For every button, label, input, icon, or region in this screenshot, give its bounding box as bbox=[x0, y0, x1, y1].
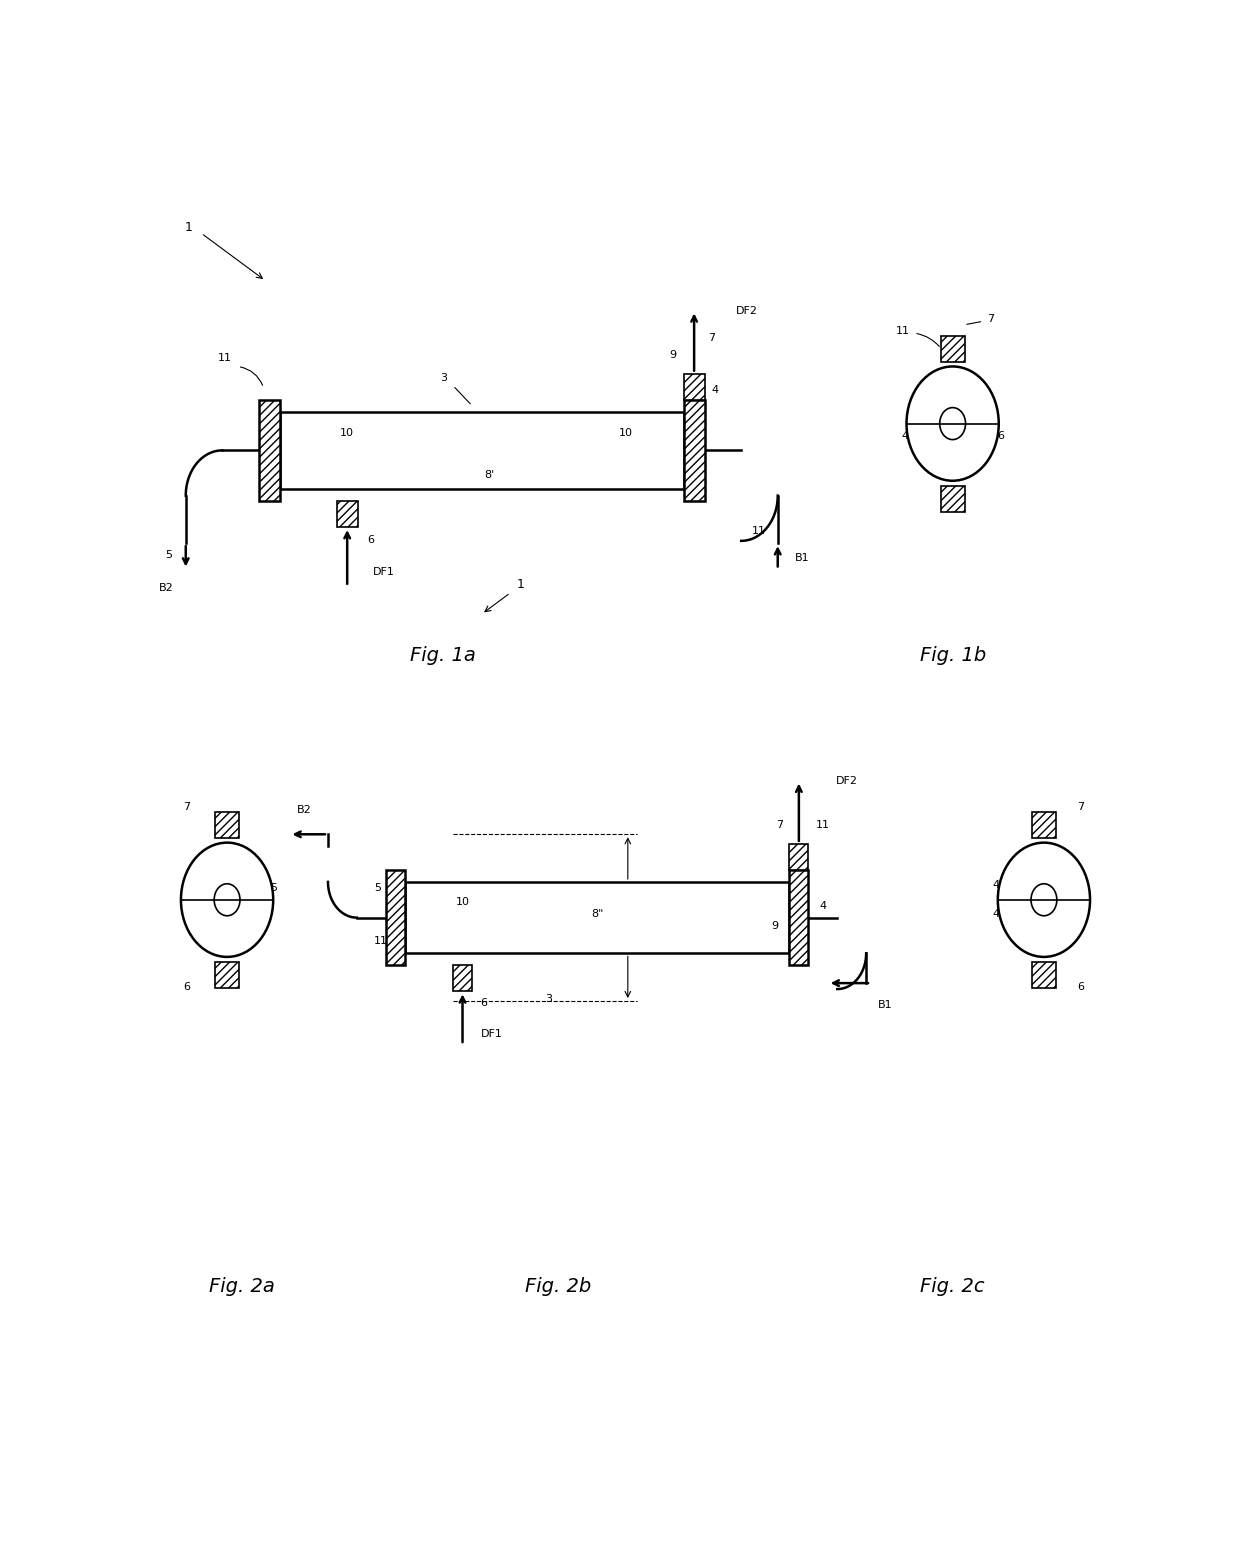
Text: 7: 7 bbox=[1076, 802, 1084, 812]
Bar bbox=[1032, 962, 1056, 988]
Text: Fig. 2c: Fig. 2c bbox=[920, 1277, 985, 1296]
Text: 6: 6 bbox=[368, 535, 374, 546]
Bar bbox=[789, 870, 808, 965]
Bar bbox=[453, 965, 472, 991]
Text: 4: 4 bbox=[992, 909, 999, 918]
Bar bbox=[941, 485, 965, 512]
Bar bbox=[941, 335, 965, 362]
Bar bbox=[336, 501, 358, 527]
Text: DF1: DF1 bbox=[373, 567, 394, 577]
Circle shape bbox=[998, 843, 1090, 957]
Text: 3: 3 bbox=[546, 994, 553, 1003]
Text: Fig. 2b: Fig. 2b bbox=[526, 1277, 591, 1296]
Bar bbox=[1032, 812, 1056, 838]
Bar bbox=[1032, 962, 1056, 988]
Text: 7: 7 bbox=[708, 332, 715, 343]
Text: 5: 5 bbox=[374, 883, 382, 894]
Text: DF1: DF1 bbox=[480, 1030, 502, 1039]
Bar bbox=[280, 411, 683, 489]
Bar bbox=[789, 870, 808, 965]
Text: 11: 11 bbox=[895, 326, 910, 335]
Text: 4: 4 bbox=[712, 385, 719, 396]
Bar bbox=[386, 870, 404, 965]
Text: B2: B2 bbox=[296, 805, 311, 815]
Bar bbox=[941, 485, 965, 512]
Text: 11: 11 bbox=[218, 352, 232, 363]
Text: 10: 10 bbox=[455, 897, 470, 908]
Text: 9: 9 bbox=[771, 921, 779, 931]
Text: 6: 6 bbox=[184, 982, 190, 991]
Text: Fig. 1b: Fig. 1b bbox=[920, 646, 986, 665]
Bar bbox=[404, 881, 789, 954]
Text: 6: 6 bbox=[1078, 982, 1084, 991]
Bar bbox=[215, 812, 239, 838]
Text: 6: 6 bbox=[997, 430, 1004, 441]
Text: Fig. 1a: Fig. 1a bbox=[410, 646, 476, 665]
Text: 9: 9 bbox=[670, 349, 677, 360]
Bar bbox=[453, 965, 472, 991]
Bar bbox=[215, 962, 239, 988]
Circle shape bbox=[181, 843, 273, 957]
Bar bbox=[215, 812, 239, 838]
Bar bbox=[789, 844, 808, 870]
Text: DF2: DF2 bbox=[836, 776, 858, 785]
Text: 5: 5 bbox=[270, 883, 277, 894]
Text: 11: 11 bbox=[373, 937, 388, 946]
Bar bbox=[259, 400, 280, 501]
Text: 1: 1 bbox=[516, 578, 525, 591]
Bar bbox=[941, 335, 965, 362]
Circle shape bbox=[215, 884, 241, 915]
Text: 5: 5 bbox=[165, 550, 172, 560]
Text: 3: 3 bbox=[440, 374, 446, 383]
Circle shape bbox=[906, 366, 998, 481]
Text: 6: 6 bbox=[480, 999, 487, 1008]
Text: DF2: DF2 bbox=[737, 306, 758, 315]
Bar bbox=[683, 400, 704, 501]
Text: 4: 4 bbox=[992, 881, 999, 890]
Bar bbox=[683, 374, 704, 400]
Text: B1: B1 bbox=[795, 552, 808, 563]
Bar bbox=[259, 400, 280, 501]
Bar bbox=[386, 870, 404, 965]
Bar bbox=[683, 374, 704, 400]
Bar bbox=[336, 501, 358, 527]
Text: 7: 7 bbox=[184, 802, 190, 812]
Bar bbox=[215, 962, 239, 988]
Text: 10: 10 bbox=[340, 428, 355, 439]
Text: 11: 11 bbox=[751, 526, 765, 536]
Text: 7: 7 bbox=[987, 314, 994, 323]
Bar bbox=[789, 844, 808, 870]
Text: 11: 11 bbox=[816, 819, 830, 830]
Circle shape bbox=[940, 408, 966, 439]
Bar bbox=[683, 400, 704, 501]
Text: 4: 4 bbox=[901, 430, 908, 441]
Text: 7: 7 bbox=[776, 819, 784, 830]
Text: 10: 10 bbox=[619, 428, 632, 439]
Text: 1: 1 bbox=[185, 221, 192, 233]
Text: 8": 8" bbox=[591, 909, 603, 918]
Text: B2: B2 bbox=[159, 583, 174, 594]
Bar bbox=[1032, 812, 1056, 838]
Text: Fig. 2a: Fig. 2a bbox=[208, 1277, 274, 1296]
Circle shape bbox=[1030, 884, 1056, 915]
Text: B1: B1 bbox=[878, 1000, 893, 1010]
Text: 4: 4 bbox=[820, 901, 826, 911]
Text: 8': 8' bbox=[485, 470, 495, 481]
